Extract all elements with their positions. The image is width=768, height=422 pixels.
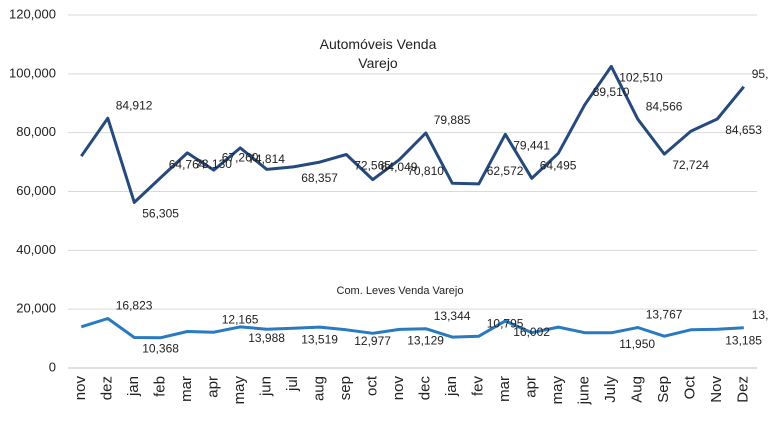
data-label: 84,566 bbox=[646, 99, 683, 113]
x-tick-label: apr bbox=[205, 376, 222, 398]
data-label: 10,368 bbox=[142, 342, 179, 356]
data-label: 12,977 bbox=[354, 334, 391, 348]
x-tick-label: nov bbox=[390, 376, 407, 401]
data-label: 95,640 bbox=[752, 67, 768, 81]
data-label: 13,519 bbox=[301, 332, 338, 346]
x-tick-label: dec bbox=[417, 376, 434, 401]
x-tick-label: fev bbox=[470, 376, 487, 397]
data-label: 13,185 bbox=[725, 333, 762, 347]
line bbox=[80, 317, 744, 340]
x-tick-label: mar bbox=[496, 376, 513, 402]
data-label: 73,130 bbox=[195, 157, 232, 171]
x-tick-label: jan bbox=[443, 376, 460, 397]
data-label: 70,810 bbox=[407, 164, 444, 178]
data-label: 11,950 bbox=[619, 337, 655, 351]
data-label: 13,129 bbox=[407, 334, 444, 348]
data-label: 64,049 bbox=[381, 160, 418, 174]
data-label: 13,767 bbox=[646, 308, 683, 322]
data-label: 72,724 bbox=[672, 158, 709, 172]
x-tick-label: jun bbox=[258, 376, 275, 397]
data-label: 68,357 bbox=[301, 171, 338, 185]
series-annotation: Com. Leves Venda Varejo bbox=[337, 285, 464, 297]
data-label: 56,305 bbox=[142, 207, 179, 221]
data-label: 79,885 bbox=[434, 113, 471, 127]
y-tick-label: 20,000 bbox=[16, 301, 56, 316]
data-label: 84,653 bbox=[725, 123, 762, 137]
data-label: 13,679 bbox=[752, 308, 768, 322]
x-tick-label: feb bbox=[152, 376, 169, 397]
x-tick-label: Oct bbox=[682, 375, 699, 399]
data-label: 67,260 bbox=[222, 150, 259, 164]
x-tick-label: Aug bbox=[629, 376, 646, 403]
y-tick-label: 0 bbox=[49, 359, 56, 374]
data-label: 84,912 bbox=[116, 98, 153, 112]
data-label: 74,814 bbox=[248, 152, 285, 166]
data-label: 62,572 bbox=[487, 164, 524, 178]
y-tick-label: 100,000 bbox=[9, 65, 56, 80]
data-label: 72,565 bbox=[354, 159, 391, 173]
x-tick-label: jul bbox=[284, 376, 301, 392]
data-label: 13,344 bbox=[434, 309, 471, 323]
y-tick-label: 120,000 bbox=[9, 6, 56, 21]
data-label: 89,510 bbox=[593, 85, 630, 99]
data-label: 12,165 bbox=[222, 312, 259, 326]
data-label: 79,441 bbox=[513, 138, 550, 152]
series-annotation: Automóveis Venda Varejo bbox=[320, 36, 437, 71]
line bbox=[80, 64, 745, 204]
data-label: 10,795 bbox=[487, 316, 524, 330]
data-label: 64,764 bbox=[169, 158, 206, 172]
y-tick-label: 60,000 bbox=[16, 183, 56, 198]
x-tick-label: june bbox=[576, 376, 593, 405]
data-label: 102,510 bbox=[619, 71, 663, 85]
data-label: 64,495 bbox=[540, 158, 577, 172]
x-tick-label: Nov bbox=[708, 376, 725, 403]
x-tick-label: nov bbox=[72, 376, 89, 401]
data-label: 16,002 bbox=[513, 325, 550, 339]
x-tick-label: apr bbox=[523, 376, 540, 398]
data-label: 16,823 bbox=[116, 299, 153, 313]
x-tick-label: dez bbox=[99, 376, 116, 400]
x-tick-label: may bbox=[231, 376, 248, 405]
x-tick-label: mar bbox=[178, 376, 195, 402]
x-tick-label: Sep bbox=[655, 376, 672, 403]
y-tick-label: 40,000 bbox=[16, 242, 56, 257]
x-tick-label: aug bbox=[311, 376, 328, 401]
x-tick-label: may bbox=[549, 376, 566, 405]
x-tick-label: sep bbox=[337, 376, 354, 400]
y-tick-label: 80,000 bbox=[16, 124, 56, 139]
data-label: 13,988 bbox=[248, 331, 285, 345]
x-tick-label: oct bbox=[364, 375, 381, 396]
x-tick-label: jan bbox=[125, 376, 142, 397]
x-tick-label: Dez bbox=[735, 376, 752, 403]
x-tick-label: July bbox=[602, 376, 619, 403]
